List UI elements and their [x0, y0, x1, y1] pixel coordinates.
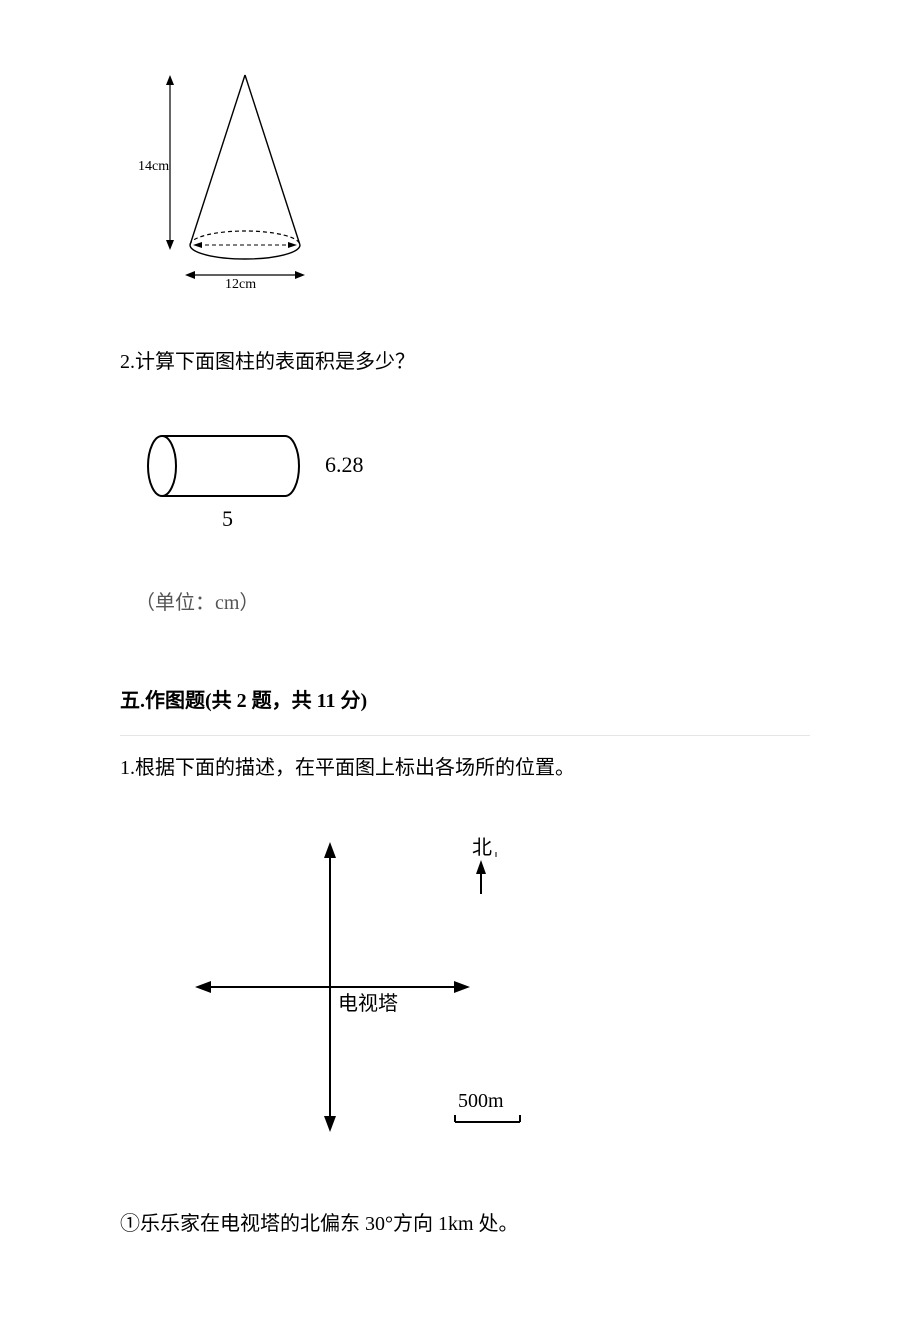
unit-label: （单位：cm） [135, 579, 810, 627]
axes-figure: 电视塔 北 500m [160, 822, 810, 1170]
cone-figure: 14cm 12cm [130, 60, 810, 308]
cone-height-label: 14cm [138, 159, 169, 174]
cylinder-length-label: 5 [222, 506, 233, 531]
document-page: 14cm 12cm 2.计算下面图柱的表面积是多少？ [0, 0, 920, 1338]
section-5-header: 五.作图题(共 2 题，共 11 分) [120, 677, 810, 725]
section-5-q1: 1.根据下面的描述，在平面图上标出各场所的位置。 [120, 744, 810, 792]
cylinder-svg: 6.28 5 [130, 416, 380, 536]
question-2-text: 2.计算下面图柱的表面积是多少？ [120, 338, 810, 386]
scale-label: 500m [458, 1090, 504, 1112]
cone-svg: 14cm 12cm [130, 60, 330, 290]
item-1-text: ①乐乐家在电视塔的北偏东 30°方向 1km 处。 [120, 1200, 810, 1248]
cone-width-label: 12cm [225, 277, 256, 290]
axes-center-label: 电视塔 [338, 992, 398, 1015]
north-label: 北 [472, 836, 492, 859]
divider [120, 735, 810, 736]
cylinder-height-label: 6.28 [325, 452, 364, 477]
cylinder-figure: 6.28 5 [130, 416, 810, 554]
axes-svg: 电视塔 北 500m [160, 822, 580, 1152]
